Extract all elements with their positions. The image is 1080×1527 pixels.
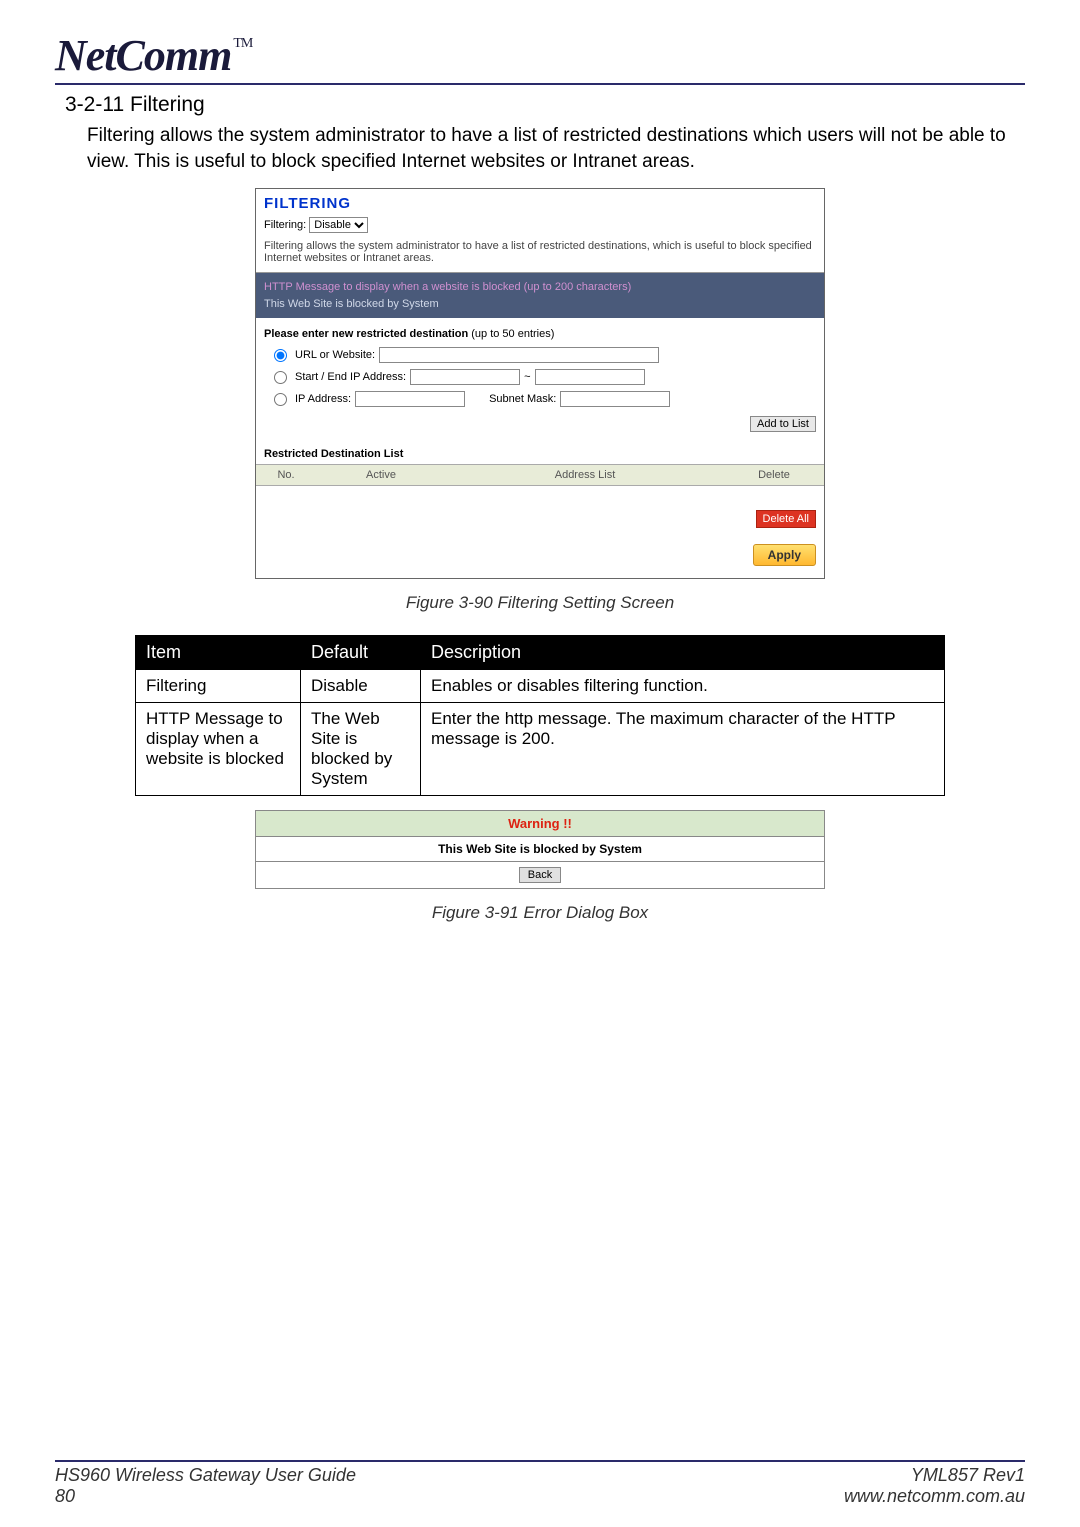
figure-caption-2: Figure 3-91 Error Dialog Box xyxy=(55,903,1025,923)
warning-message: This Web Site is blocked by System xyxy=(256,837,824,862)
start-ip-input[interactable] xyxy=(410,369,520,385)
section-title: 3-2-11 Filtering xyxy=(65,93,1025,117)
col-no: No. xyxy=(256,465,316,485)
opt-url-label: URL or Website: xyxy=(295,349,375,361)
opt-range-label: Start / End IP Address: xyxy=(295,371,406,383)
instruction: Please enter new restricted destination … xyxy=(256,318,824,344)
instruction-note: (up to 50 entries) xyxy=(468,328,554,340)
delete-all-button[interactable]: Delete All xyxy=(756,510,816,528)
opt-url-radio[interactable] xyxy=(274,349,287,362)
opt-ip-row: IP Address: Subnet Mask: xyxy=(256,388,824,410)
footer-row-2: 80 www.netcomm.com.au xyxy=(55,1486,1025,1507)
panel-heading: FILTERING xyxy=(256,189,824,214)
warning-heading: Warning !! xyxy=(256,811,824,837)
brand-tm: TM xyxy=(233,36,252,51)
apply-button[interactable]: Apply xyxy=(753,544,816,566)
cell-item: Filtering xyxy=(136,670,301,703)
list-heading: Restricted Destination List xyxy=(256,438,824,464)
apply-row: Apply xyxy=(256,534,824,578)
list-empty xyxy=(256,486,824,504)
end-ip-input[interactable] xyxy=(535,369,645,385)
delete-all-row: Delete All xyxy=(256,504,824,534)
brand-name: NetComm xyxy=(55,31,231,80)
opt-range-radio[interactable] xyxy=(274,371,287,384)
intro-text: Filtering allows the system administrato… xyxy=(87,123,1025,174)
ip-input[interactable] xyxy=(355,391,465,407)
opt-range-row: Start / End IP Address: ~ xyxy=(256,366,824,388)
header-rule xyxy=(55,83,1025,85)
add-row: Add to List xyxy=(256,410,824,438)
brand-logo: NetCommTM xyxy=(55,30,250,81)
section-number: 3-2-11 xyxy=(65,93,124,116)
figure-caption-1: Figure 3-90 Filtering Setting Screen xyxy=(55,593,1025,613)
table-row: HTTP Message to display when a website i… xyxy=(136,703,945,796)
col-active: Active xyxy=(316,465,446,485)
warning-screenshot: Warning !! This Web Site is blocked by S… xyxy=(255,810,825,889)
opt-url-row: URL or Website: xyxy=(256,344,824,366)
opt-ip-label: IP Address: xyxy=(295,393,351,405)
cell-desc: Enter the http message. The maximum char… xyxy=(421,703,945,796)
description-table: Item Default Description Filtering Disab… xyxy=(135,635,945,796)
th-item: Item xyxy=(136,636,301,670)
footer-row-1: HS960 Wireless Gateway User Guide YML857… xyxy=(55,1465,1025,1486)
th-desc: Description xyxy=(421,636,945,670)
subnet-input[interactable] xyxy=(560,391,670,407)
section-name: Filtering xyxy=(130,93,205,116)
http-msg-label: HTTP Message to display when a website i… xyxy=(264,279,816,296)
table-row: Filtering Disable Enables or disables fi… xyxy=(136,670,945,703)
footer-doc-rev: YML857 Rev1 xyxy=(911,1465,1025,1486)
subnet-label: Subnet Mask: xyxy=(489,393,556,405)
http-msg-block: HTTP Message to display when a website i… xyxy=(256,273,824,318)
add-to-list-button[interactable]: Add to List xyxy=(750,416,816,432)
col-del: Delete xyxy=(724,465,824,485)
back-button[interactable]: Back xyxy=(519,867,561,883)
cell-item: HTTP Message to display when a website i… xyxy=(136,703,301,796)
panel-desc: Filtering allows the system administrato… xyxy=(256,236,824,273)
range-sep: ~ xyxy=(524,371,530,383)
footer-page-number: 80 xyxy=(55,1486,75,1507)
opt-ip-radio[interactable] xyxy=(274,393,287,406)
filtering-screenshot: FILTERING Filtering: Disable Filtering a… xyxy=(255,188,825,579)
filter-label: Filtering: xyxy=(264,219,306,231)
http-msg-value: This Web Site is blocked by System xyxy=(264,296,816,313)
cell-default: Disable xyxy=(301,670,421,703)
cell-desc: Enables or disables filtering function. xyxy=(421,670,945,703)
footer-guide-title: HS960 Wireless Gateway User Guide xyxy=(55,1465,356,1486)
list-header-row: No. Active Address List Delete xyxy=(256,464,824,486)
footer-rule xyxy=(55,1460,1025,1462)
page-footer: HS960 Wireless Gateway User Guide YML857… xyxy=(55,1460,1025,1507)
filter-select[interactable]: Disable xyxy=(309,217,368,233)
url-input[interactable] xyxy=(379,347,659,363)
cell-default: The Web Site is blocked by System xyxy=(301,703,421,796)
instruction-bold: Please enter new restricted destination xyxy=(264,328,468,340)
table-head-row: Item Default Description xyxy=(136,636,945,670)
th-default: Default xyxy=(301,636,421,670)
col-addr: Address List xyxy=(446,465,724,485)
filter-row: Filtering: Disable xyxy=(256,214,824,236)
footer-url: www.netcomm.com.au xyxy=(844,1486,1025,1507)
warning-button-row: Back xyxy=(256,862,824,888)
